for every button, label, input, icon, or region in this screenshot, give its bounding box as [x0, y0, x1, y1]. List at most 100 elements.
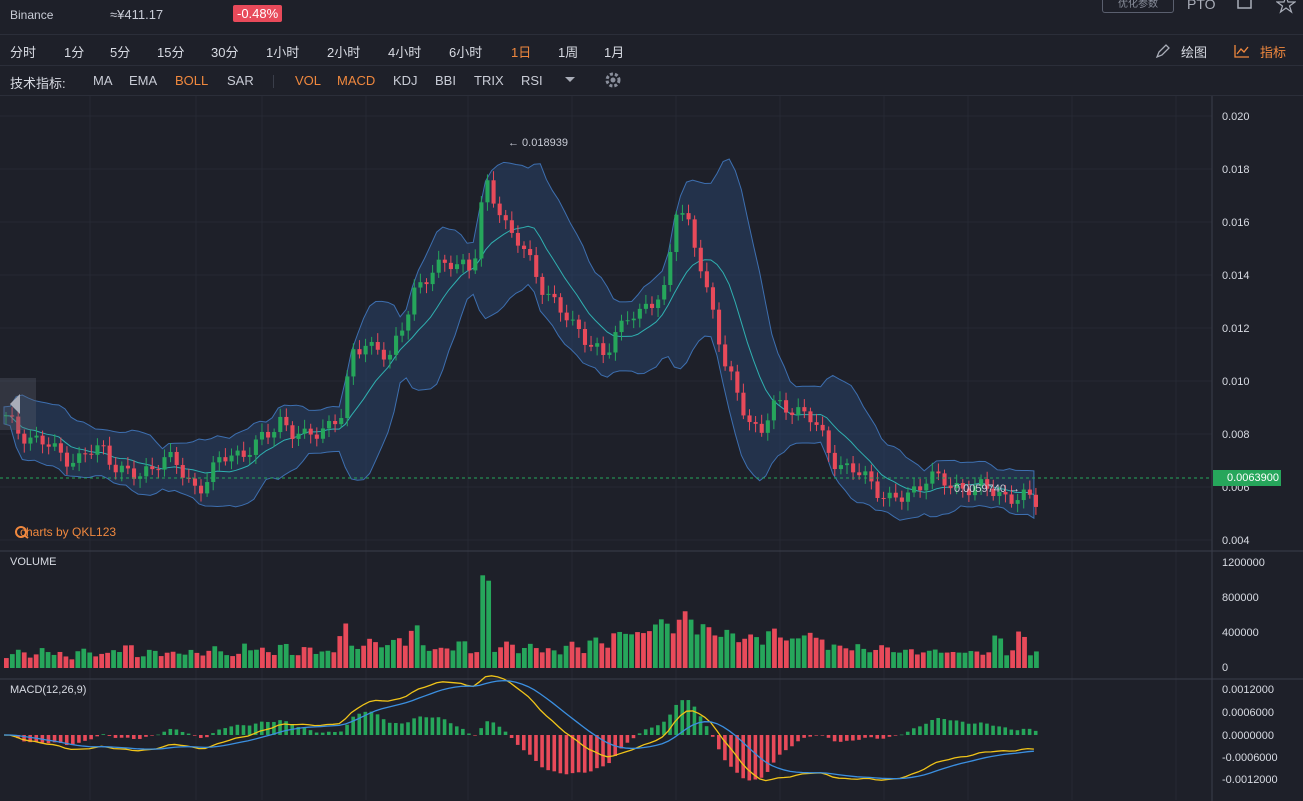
timeframe-6h[interactable]: 6小时 — [449, 45, 483, 60]
volume-bar — [176, 653, 182, 668]
timeframe-fenshi[interactable]: 分时 — [10, 45, 37, 60]
volume-bar — [974, 651, 980, 668]
macd-histogram-bar — [205, 735, 209, 738]
indicator-bbi[interactable]: BBI — [435, 73, 456, 88]
timeframe-4h[interactable]: 4小时 — [388, 45, 422, 60]
candle — [851, 463, 856, 473]
brand-text: charts by QKL123 — [20, 525, 117, 539]
indicator-boll[interactable]: BOLL — [175, 73, 209, 88]
volume-bar — [545, 648, 551, 668]
timeframe-1w[interactable]: 1周 — [558, 45, 579, 60]
timeframe-2h[interactable]: 2小时 — [327, 45, 361, 60]
volume-bar — [825, 649, 831, 668]
indicator-vol[interactable]: VOL — [295, 73, 322, 88]
volume-bar — [968, 651, 974, 668]
macd-histogram-bar — [406, 722, 410, 735]
macd-histogram-bar — [186, 733, 191, 735]
last-price-tag: 0.0063900 — [1213, 470, 1281, 486]
volume-bar — [170, 651, 176, 668]
macd-histogram-bar — [936, 718, 940, 735]
volume-bar — [819, 639, 825, 668]
indicator-ema[interactable]: EMA — [129, 73, 158, 88]
volume-bar — [236, 653, 241, 668]
volume-bar — [1028, 655, 1033, 668]
price-tick-label: 0.020 — [1222, 111, 1250, 123]
volume-bar — [950, 651, 956, 668]
timeframe-5m[interactable]: 5分 — [110, 45, 131, 60]
candle — [485, 180, 490, 203]
volume-bar — [426, 650, 432, 668]
volume-bar — [123, 645, 128, 668]
candle — [759, 423, 764, 433]
indicator-rsi[interactable]: RSI — [521, 73, 543, 88]
volume-bar — [349, 645, 355, 668]
volume-bar — [843, 648, 849, 668]
volume-bar — [1010, 650, 1015, 668]
volume-tick-label: 800000 — [1222, 592, 1259, 604]
candle — [302, 428, 307, 434]
volume-bar — [617, 631, 623, 668]
macd-histogram-bar — [28, 735, 32, 743]
macd-histogram-bar — [174, 729, 179, 735]
timeframe-1m[interactable]: 1分 — [64, 45, 85, 60]
candle — [954, 482, 959, 489]
macd-histogram-bar — [875, 735, 880, 739]
volume-bar — [27, 657, 33, 668]
indicator-ma[interactable]: MA — [93, 73, 113, 88]
macd-histogram-bar — [357, 713, 362, 735]
candle — [503, 215, 508, 221]
macd-histogram-bar — [832, 735, 837, 742]
candle — [631, 318, 636, 321]
volume-bar — [248, 650, 253, 668]
macd-histogram-bar — [979, 722, 983, 735]
timeframe-30m[interactable]: 30分 — [211, 45, 239, 60]
indicator-kdj[interactable]: KDJ — [393, 73, 418, 88]
draw-button[interactable]: 绘图 — [1181, 45, 1208, 60]
macd-histogram-bar — [637, 733, 642, 735]
volume-tick-label: 400000 — [1222, 627, 1259, 639]
timeframe-1d[interactable]: 1日 — [511, 45, 532, 60]
macd-dea-line — [3, 679, 1034, 780]
candle — [680, 213, 685, 215]
volume-bar — [146, 649, 152, 668]
fullscreen-icon[interactable] — [1236, 0, 1254, 14]
volume-bar — [39, 648, 45, 668]
macd-histogram-bar — [869, 735, 873, 738]
volume-bar — [760, 644, 765, 668]
indicators-button[interactable]: 指标 — [1260, 45, 1287, 60]
indicator-trix[interactable]: TRIX — [474, 73, 504, 88]
candle — [418, 282, 423, 288]
candle — [235, 450, 240, 456]
volume-bar — [867, 652, 873, 668]
candle — [747, 415, 752, 423]
star-icon[interactable] — [1276, 0, 1296, 14]
candle — [875, 481, 880, 498]
indicator-macd[interactable]: MACD — [337, 73, 376, 88]
timeframe-1h[interactable]: 1小时 — [266, 45, 300, 60]
candle — [296, 433, 301, 439]
candle — [125, 465, 130, 469]
macd-histogram-bar — [662, 721, 666, 735]
timeframe-15m[interactable]: 15分 — [157, 45, 185, 60]
macd-histogram-bar — [302, 728, 307, 735]
macd-histogram-bar — [461, 728, 465, 735]
candle — [790, 412, 795, 416]
volume-bar — [998, 638, 1004, 668]
macd-histogram-bar — [844, 735, 849, 741]
macd-histogram-bar — [95, 735, 100, 737]
candle — [150, 466, 155, 470]
candle — [192, 478, 198, 486]
volume-bar — [492, 651, 497, 668]
scroll-left-handle[interactable] — [0, 378, 36, 430]
macd-histogram-bar — [528, 735, 532, 755]
macd-histogram-bar — [156, 734, 160, 736]
macd-histogram-bar — [808, 735, 813, 737]
optimize-params-button[interactable]: 优化参数 — [1102, 0, 1174, 13]
volume-bar — [504, 641, 509, 668]
candle — [668, 251, 673, 285]
macd-histogram-bar — [814, 735, 819, 736]
volume-bar — [218, 651, 224, 668]
timeframe-1mo[interactable]: 1月 — [604, 45, 625, 60]
indicator-sar[interactable]: SAR — [227, 73, 254, 88]
